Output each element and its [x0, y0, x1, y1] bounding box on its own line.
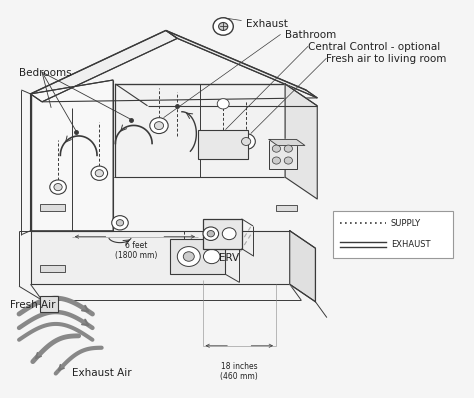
Polygon shape	[269, 140, 305, 145]
Circle shape	[219, 23, 228, 30]
Text: Exhaust: Exhaust	[246, 19, 288, 29]
Bar	[333, 211, 453, 258]
Text: Exhaust Air: Exhaust Air	[72, 368, 131, 378]
Circle shape	[284, 145, 292, 152]
Circle shape	[177, 247, 200, 266]
Circle shape	[213, 18, 233, 35]
Circle shape	[237, 134, 255, 149]
Circle shape	[203, 227, 219, 240]
Polygon shape	[30, 80, 113, 231]
Text: Bedrooms: Bedrooms	[19, 68, 72, 78]
Circle shape	[50, 180, 66, 194]
Bar	[269, 140, 297, 169]
Text: 18 inches
(460 mm): 18 inches (460 mm)	[220, 362, 258, 381]
Bar	[202, 219, 242, 249]
Circle shape	[116, 220, 124, 226]
Bar	[276, 205, 297, 211]
Bar	[40, 265, 65, 272]
Text: 6 feet
(1800 mm): 6 feet (1800 mm)	[115, 241, 157, 260]
Polygon shape	[290, 231, 315, 302]
Circle shape	[272, 145, 281, 152]
Circle shape	[203, 250, 220, 263]
Bar	[171, 239, 226, 274]
Polygon shape	[30, 30, 177, 102]
Circle shape	[217, 99, 229, 109]
Text: EXHAUST: EXHAUST	[391, 240, 430, 249]
Polygon shape	[30, 231, 290, 284]
Text: ERV: ERV	[219, 253, 239, 263]
Circle shape	[150, 118, 168, 134]
Circle shape	[284, 157, 292, 164]
Circle shape	[272, 157, 281, 164]
Circle shape	[155, 122, 164, 130]
Bar	[40, 296, 58, 312]
Circle shape	[222, 228, 236, 240]
Text: Fresh air to living room: Fresh air to living room	[327, 54, 447, 64]
Text: Bathroom: Bathroom	[285, 30, 337, 41]
Circle shape	[183, 252, 194, 261]
Circle shape	[54, 183, 62, 191]
FancyBboxPatch shape	[198, 130, 248, 159]
Bar	[40, 204, 65, 211]
Circle shape	[242, 138, 251, 145]
Text: Central Control - optional: Central Control - optional	[308, 42, 440, 53]
Polygon shape	[166, 30, 317, 98]
Circle shape	[207, 230, 214, 237]
Polygon shape	[285, 84, 317, 199]
Circle shape	[91, 166, 108, 180]
Text: Fresh Air: Fresh Air	[10, 300, 55, 310]
Circle shape	[95, 170, 103, 177]
Polygon shape	[115, 84, 285, 177]
Circle shape	[112, 216, 128, 230]
Text: SUPPLY: SUPPLY	[391, 219, 421, 228]
